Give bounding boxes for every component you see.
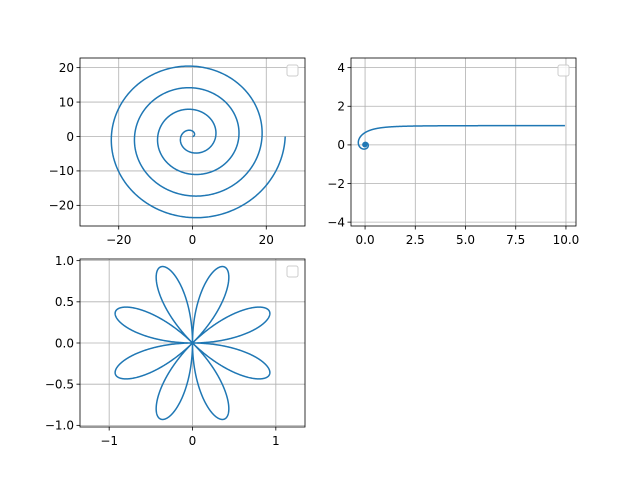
x-tick-label: 0 xyxy=(189,233,197,247)
plot-area xyxy=(351,58,576,226)
series-hyperbolic-spiral xyxy=(357,124,566,150)
x-tick-label: −1 xyxy=(100,434,118,448)
y-tick-label: 10 xyxy=(59,95,74,109)
x-tick-label: 20 xyxy=(259,233,274,247)
y-tick-label: −0.5 xyxy=(45,377,74,391)
y-tick-label: −20 xyxy=(49,199,74,213)
series-archimedean-spiral xyxy=(110,65,286,219)
legend-box xyxy=(286,64,299,77)
y-tick-label: 1.0 xyxy=(55,254,74,268)
x-tick-label: −20 xyxy=(106,233,131,247)
x-tick-label: 10.0 xyxy=(553,233,580,247)
x-tick-label: 7.5 xyxy=(506,233,525,247)
y-tick-label: 2 xyxy=(337,100,345,114)
y-tick-label: 20 xyxy=(59,61,74,75)
y-tick-label: 4 xyxy=(337,61,345,75)
y-tick-label: −2 xyxy=(327,177,345,191)
legend-box xyxy=(557,64,570,77)
series-rose-curve xyxy=(114,265,271,421)
x-tick-label: 1 xyxy=(272,434,280,448)
x-tick-label: 5.0 xyxy=(456,233,475,247)
y-tick-label: 0.0 xyxy=(55,336,74,350)
y-tick-label: 0.5 xyxy=(55,295,74,309)
y-tick-label: −10 xyxy=(49,164,74,178)
x-tick-label: 2.5 xyxy=(406,233,425,247)
axes-hyperbolic-spiral: 0.0 2.5 5.0 7.5 10.0 −4 −2 0 2 4 xyxy=(327,57,580,247)
legend-box xyxy=(286,265,299,278)
y-tick-label: 0 xyxy=(66,130,74,144)
y-tick-label: −1.0 xyxy=(45,419,74,433)
axes-archimedean-spiral: −20 0 20 −20 −10 0 10 20 xyxy=(49,57,306,247)
axes-frame xyxy=(350,57,577,227)
axes-rose-curve: −1 0 1 −1.0 −0.5 0.0 0.5 1.0 xyxy=(45,254,306,448)
y-tick-label: −4 xyxy=(327,215,345,229)
x-tick-label: 0.0 xyxy=(356,233,375,247)
x-tick-label: 0 xyxy=(189,434,197,448)
y-tick-label: 0 xyxy=(337,138,345,152)
